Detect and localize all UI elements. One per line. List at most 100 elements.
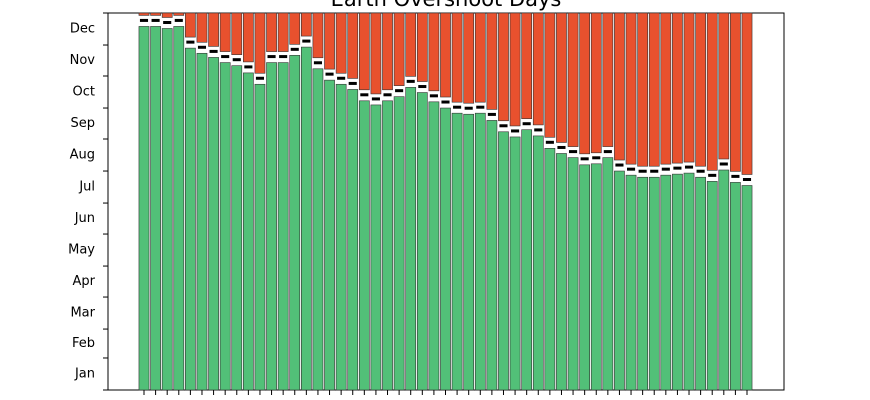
remainder-bar bbox=[695, 12, 706, 167]
bar bbox=[486, 120, 498, 391]
bar bbox=[706, 181, 718, 391]
bar bbox=[335, 83, 347, 391]
remainder-bar bbox=[730, 12, 741, 172]
bar bbox=[637, 176, 648, 391]
remainder-bar bbox=[706, 12, 718, 171]
remainder-bar bbox=[300, 12, 312, 37]
bar bbox=[718, 169, 730, 391]
remainder-bar bbox=[254, 12, 266, 74]
bar bbox=[625, 174, 637, 391]
y-tick-label: Apr bbox=[73, 274, 96, 289]
remainder-bar bbox=[370, 12, 382, 95]
remainder-bar bbox=[324, 12, 335, 70]
remainder-bar bbox=[672, 12, 683, 164]
bar bbox=[498, 131, 509, 391]
remainder-bar bbox=[579, 12, 591, 155]
y-tick-label: Sep bbox=[70, 116, 95, 131]
bar bbox=[208, 57, 219, 391]
bar bbox=[509, 136, 521, 391]
remainder-bar bbox=[556, 12, 567, 143]
bar bbox=[382, 100, 393, 391]
bar bbox=[266, 62, 277, 391]
bar bbox=[312, 68, 324, 391]
bar bbox=[579, 164, 591, 391]
remainder-bar bbox=[416, 12, 428, 82]
bar bbox=[602, 157, 614, 391]
bar bbox=[173, 26, 185, 391]
bar bbox=[150, 26, 161, 391]
bar bbox=[451, 112, 463, 391]
remainder-bar bbox=[567, 12, 579, 147]
bar bbox=[138, 26, 150, 391]
remainder-bar bbox=[347, 12, 359, 79]
remainder-bar bbox=[393, 12, 405, 86]
bar bbox=[590, 163, 602, 391]
bar bbox=[324, 79, 335, 391]
remainder-bar bbox=[428, 12, 440, 92]
remainder-bar bbox=[544, 12, 556, 138]
bar bbox=[532, 135, 544, 391]
y-tick-label: Feb bbox=[72, 336, 95, 351]
remainder-bar bbox=[532, 12, 544, 126]
remainder-bar bbox=[718, 12, 730, 160]
bar bbox=[741, 185, 753, 391]
remainder-bar bbox=[243, 12, 254, 63]
y-tick-label: Aug bbox=[70, 148, 95, 163]
remainder-bar bbox=[741, 12, 753, 175]
remainder-bar bbox=[266, 12, 277, 52]
bar bbox=[370, 104, 382, 391]
remainder-bar bbox=[185, 12, 196, 38]
remainder-bar bbox=[474, 12, 486, 103]
bar bbox=[405, 87, 417, 391]
bar bbox=[358, 100, 370, 391]
bar bbox=[544, 148, 556, 391]
bar bbox=[161, 28, 173, 391]
bar bbox=[219, 62, 231, 391]
bar bbox=[521, 129, 533, 391]
remainder-bar bbox=[138, 12, 150, 16]
remainder-bar bbox=[590, 12, 602, 154]
remainder-bar bbox=[498, 12, 509, 122]
remainder-bar bbox=[405, 12, 417, 77]
remainder-bar bbox=[173, 12, 185, 16]
remainder-bar bbox=[208, 12, 219, 47]
bar bbox=[440, 107, 451, 391]
bar bbox=[347, 89, 359, 391]
remainder-bar bbox=[161, 12, 173, 18]
remainder-bar bbox=[440, 12, 451, 98]
y-tick-label: Nov bbox=[70, 53, 96, 68]
remainder-bar bbox=[625, 12, 637, 165]
bar bbox=[683, 172, 695, 391]
bar bbox=[614, 170, 625, 391]
remainder-bar bbox=[382, 12, 393, 91]
remainder-bar bbox=[637, 12, 648, 167]
remainder-bar bbox=[335, 12, 347, 74]
remainder-bar bbox=[150, 12, 161, 16]
remainder-bar bbox=[289, 12, 301, 45]
bar bbox=[648, 176, 660, 391]
remainder-bar bbox=[602, 12, 614, 147]
bar bbox=[474, 112, 486, 391]
remainder-bar bbox=[196, 12, 208, 43]
remainder-bar bbox=[521, 12, 533, 120]
bar bbox=[300, 46, 312, 391]
remainder-bar bbox=[660, 12, 672, 165]
bar bbox=[463, 113, 475, 391]
remainder-bar bbox=[509, 12, 521, 127]
remainder-bar bbox=[614, 12, 625, 161]
y-tick-label: Oct bbox=[73, 85, 95, 100]
bar bbox=[393, 96, 405, 391]
bar bbox=[730, 182, 741, 391]
bar bbox=[416, 92, 428, 391]
bar bbox=[231, 65, 243, 391]
remainder-bar bbox=[312, 12, 324, 59]
chart-title: Earth Overshoot Days bbox=[331, 0, 562, 11]
remainder-bar bbox=[463, 12, 475, 104]
remainder-bar bbox=[486, 12, 498, 110]
remainder-bar bbox=[683, 12, 695, 163]
y-tick-label: Dec bbox=[70, 22, 95, 37]
y-tick-label: Jan bbox=[74, 366, 95, 381]
bar bbox=[428, 101, 440, 391]
bar bbox=[254, 83, 266, 391]
